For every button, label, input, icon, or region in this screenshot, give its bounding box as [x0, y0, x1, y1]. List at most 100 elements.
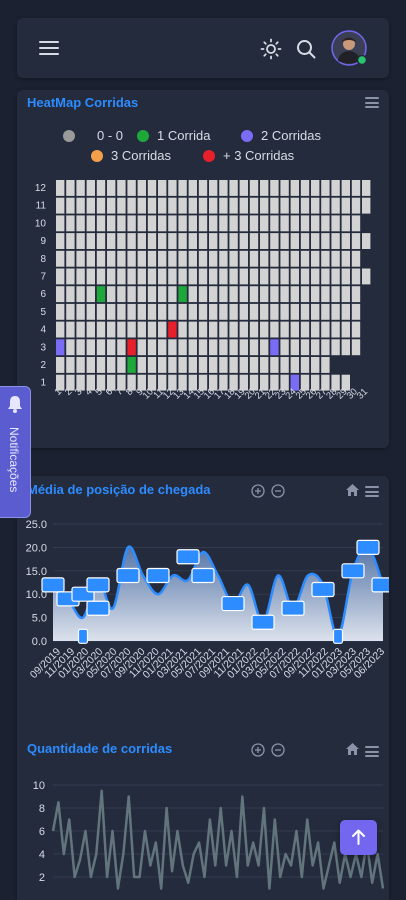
heatmap-cell	[341, 339, 350, 356]
data-label-marker	[41, 577, 65, 593]
y-tick-label: 6	[39, 826, 45, 838]
heatmap-cell	[351, 286, 361, 303]
heatmap-cell	[239, 339, 248, 356]
y-tick-label: 10	[33, 780, 45, 792]
heatmap-cell	[96, 197, 106, 214]
legend-marker	[137, 130, 149, 142]
heatmap-cell	[66, 250, 75, 267]
heatmap-cell	[311, 286, 320, 303]
heatmap-cell	[300, 197, 310, 214]
heatmap-cell	[300, 321, 310, 338]
data-label-marker	[86, 600, 110, 616]
heatmap-cell	[239, 321, 248, 338]
heatmap-cell	[168, 197, 177, 214]
legend-label[interactable]: 1 Corrida	[157, 128, 211, 143]
scroll-to-top-button[interactable]	[340, 820, 377, 855]
chart-menu-icon[interactable]	[365, 97, 379, 108]
heatmap-cell	[270, 303, 279, 320]
heatmap-cell	[209, 303, 218, 320]
heatmap-cell	[229, 215, 238, 232]
heatmap-cell	[107, 233, 116, 249]
x-tick-label: 31	[355, 386, 370, 401]
notifications-tab[interactable]: Notificações	[0, 386, 31, 518]
position-chart: 25.020.015.010.05.00.009/201911/201901/2…	[26, 519, 389, 681]
data-label-marker	[311, 581, 335, 598]
legend-label[interactable]: 3 Corridas	[111, 148, 171, 163]
heatmap-cell	[117, 286, 126, 303]
search-icon[interactable]	[295, 38, 317, 60]
heatmap-cell	[270, 357, 279, 373]
heatmap-cell	[260, 268, 269, 285]
heatmap-cell	[290, 339, 299, 356]
heatmap-cell	[270, 180, 279, 196]
heatmap-cell	[66, 197, 75, 214]
heatmap-cell	[158, 357, 167, 373]
heatmap-cell	[127, 374, 136, 391]
heatmap-cell	[137, 321, 146, 338]
avatar[interactable]	[331, 30, 368, 66]
heatmap-cell	[280, 286, 289, 303]
heatmap-cell	[311, 250, 320, 267]
reset-zoom-home-icon[interactable]	[345, 483, 360, 502]
arrow-up-icon	[352, 829, 365, 845]
heatmap-cell	[280, 250, 289, 267]
heatmap-cell	[229, 286, 238, 303]
heatmap-cell	[198, 197, 208, 214]
heatmap-title: HeatMap Corridas	[27, 95, 139, 110]
reset-zoom-home-icon[interactable]	[345, 742, 360, 761]
legend-label[interactable]: + 3 Corridas	[223, 148, 295, 163]
heatmap-cell	[219, 180, 228, 196]
heatmap-cell	[107, 268, 116, 285]
legend-label[interactable]: 2 Corridas	[261, 128, 321, 143]
heatmap-cell	[86, 286, 95, 303]
data-label-marker	[176, 549, 200, 565]
heatmap-cell	[300, 250, 310, 267]
heatmap-cell	[107, 180, 116, 196]
heatmap-cell	[137, 303, 146, 320]
heatmap-cell	[219, 286, 228, 303]
sun-icon[interactable]	[260, 38, 282, 60]
zoom-in-icon[interactable]	[251, 484, 265, 503]
heatmap-cell	[117, 268, 126, 285]
hamburger-icon[interactable]	[39, 40, 59, 56]
heatmap-cell	[229, 233, 238, 249]
x-tick-label: 7	[114, 386, 126, 398]
heatmap-cell	[96, 250, 106, 267]
legend-label[interactable]: 0 - 0	[97, 128, 124, 143]
zoom-out-icon[interactable]	[271, 484, 285, 503]
heatmap-cell	[249, 250, 259, 267]
zoom-out-icon[interactable]	[271, 743, 285, 762]
zoom-in-icon[interactable]	[251, 743, 265, 762]
heatmap-cell	[249, 286, 259, 303]
online-status-indicator	[356, 54, 368, 66]
heatmap-cell	[331, 268, 340, 285]
chart-menu-icon[interactable]	[365, 486, 379, 497]
heatmap-cell	[341, 197, 350, 214]
heatmap-cell	[351, 268, 361, 285]
heatmap-cell	[229, 357, 238, 373]
heatmap-cell	[290, 357, 299, 373]
heatmap-cell	[56, 233, 65, 249]
heatmap-cell	[219, 374, 228, 391]
heatmap-cell	[137, 357, 146, 373]
heatmap-cell	[331, 321, 340, 338]
heatmap-cell	[117, 250, 126, 267]
heatmap-cell	[76, 233, 85, 249]
heatmap-cell	[137, 180, 146, 196]
data-label-marker	[77, 628, 89, 644]
heatmap-cell	[168, 357, 177, 373]
heatmap-cell	[56, 286, 65, 303]
heatmap-cell	[219, 268, 228, 285]
heatmap-cell	[249, 374, 259, 391]
heatmap-cell	[127, 180, 136, 196]
heatmap-cell	[127, 303, 136, 320]
heatmap-cell	[147, 357, 157, 373]
heatmap-cell	[66, 339, 75, 356]
chart-menu-icon[interactable]	[365, 746, 379, 757]
heatmap-cell	[137, 286, 146, 303]
heatmap-cell	[198, 339, 208, 356]
x-tick-label: 1	[53, 386, 65, 398]
heatmap-cell	[321, 250, 330, 267]
heatmap-cell	[311, 321, 320, 338]
y-tick-label: 2	[40, 360, 46, 371]
